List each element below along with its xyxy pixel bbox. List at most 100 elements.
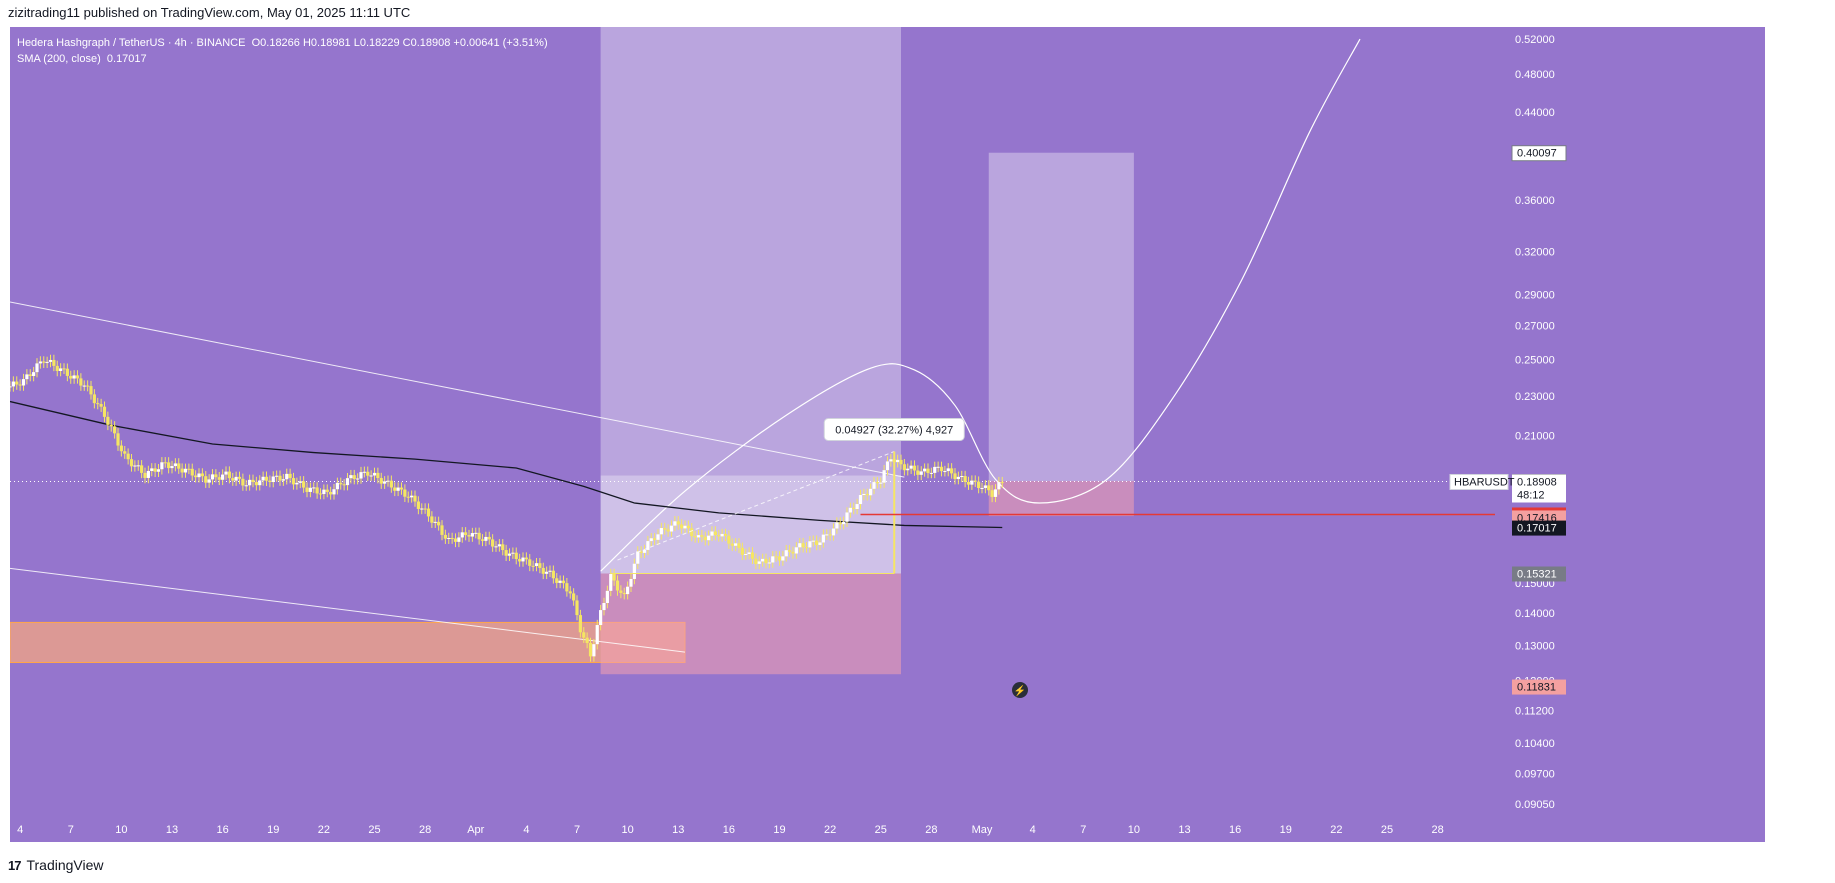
- candle-body: [504, 550, 508, 556]
- candle-body: [15, 381, 19, 385]
- candle-body: [491, 539, 495, 547]
- lightning-icon[interactable]: [1012, 682, 1028, 698]
- candle-body: [237, 476, 242, 479]
- time-axis-tick: 10: [1128, 824, 1140, 836]
- candle-body: [197, 473, 201, 478]
- candle-body: [413, 495, 417, 502]
- candle-body: [423, 508, 427, 510]
- candle-body: [595, 625, 599, 645]
- candle-body: [953, 473, 957, 480]
- time-axis-tick: 16: [217, 824, 229, 836]
- candle-body: [288, 473, 292, 479]
- candle-body: [588, 643, 593, 657]
- candle-body: [966, 482, 971, 485]
- candle-body: [572, 593, 576, 601]
- candle-body: [987, 485, 991, 491]
- candle-body: [437, 521, 441, 526]
- sma-200-line: [10, 400, 1003, 529]
- time-axis-tick: 25: [1381, 824, 1393, 836]
- candle-body: [21, 379, 26, 386]
- candle-body: [983, 485, 987, 488]
- candle-body: [507, 553, 512, 556]
- candle-body: [497, 544, 501, 547]
- candle-body: [707, 535, 711, 541]
- candle-body: [676, 521, 680, 525]
- price-tag-box: [1512, 474, 1566, 503]
- candle-body: [926, 468, 930, 473]
- candle-body: [315, 487, 319, 494]
- candle-body: [264, 476, 269, 481]
- candle-body: [224, 471, 228, 475]
- candle-body: [244, 485, 248, 487]
- candle-body: [126, 453, 130, 460]
- candle-body: [848, 507, 852, 513]
- candle-body: [642, 549, 647, 553]
- candle-body: [585, 637, 589, 644]
- candle-body: [626, 586, 630, 595]
- candle-body: [885, 461, 890, 471]
- candle-body: [561, 580, 566, 584]
- candle-body: [42, 361, 46, 363]
- price-chart[interactable]: 0.04927 (32.27%) 4,927 0.52000 0.48000 0.44…: [10, 27, 1765, 842]
- candle-body: [879, 482, 883, 484]
- time-axis-tick: 13: [1178, 824, 1190, 836]
- candle-body: [997, 482, 1001, 490]
- candle-body: [200, 473, 204, 477]
- candle-body: [123, 451, 127, 454]
- candle-body: [791, 551, 795, 554]
- candle-body: [69, 375, 73, 379]
- chart-legend: Hedera Hashgraph / TetherUS · 4h · BINAN…: [17, 35, 548, 67]
- candle-body: [865, 493, 869, 496]
- price-axis-tick: 0.23000: [1515, 391, 1555, 403]
- legend-symbol: Hedera Hashgraph / TetherUS · 4h · BINAN…: [17, 37, 246, 49]
- candle-body: [703, 536, 707, 541]
- candle-body: [113, 426, 117, 434]
- candle-body: [771, 556, 775, 563]
- candle-body: [831, 528, 836, 536]
- candle-body: [734, 543, 738, 546]
- candle-body: [912, 465, 917, 471]
- chart-frame[interactable]: 0.04927 (32.27%) 4,927 0.52000 0.48000 0.44…: [10, 27, 1765, 842]
- zone-target-next: [988, 152, 1134, 482]
- time-axis-tick: 19: [267, 824, 279, 836]
- candle-body: [1000, 482, 1004, 484]
- candle-body: [167, 462, 171, 469]
- candle-body: [285, 473, 289, 480]
- candle-body: [902, 464, 906, 471]
- time-axis-tick: 13: [672, 824, 684, 836]
- candle-body: [551, 570, 555, 579]
- candle-body: [430, 516, 434, 523]
- price-axis-tick: 0.32000: [1515, 246, 1555, 258]
- candle-body: [261, 476, 265, 481]
- candle-body: [929, 472, 933, 474]
- time-axis-tick: 22: [318, 824, 330, 836]
- candle-body: [828, 534, 832, 536]
- price-axis-tick: 0.36000: [1515, 195, 1555, 207]
- candle-body: [308, 487, 312, 492]
- price-tag-box: [1512, 566, 1566, 582]
- candle-body: [325, 489, 329, 492]
- candle-body: [933, 466, 937, 473]
- candle-body: [146, 470, 150, 478]
- candle-body: [204, 476, 208, 483]
- price-tag-countdown: 48:12: [1517, 489, 1545, 501]
- candle-body: [794, 547, 798, 554]
- price-tag-label: 0.40097: [1517, 148, 1557, 160]
- price-tag-label: 0.15321: [1517, 568, 1557, 580]
- candle-body: [136, 465, 140, 467]
- candle-body: [622, 592, 626, 595]
- candle-body: [45, 361, 49, 363]
- candle-body: [528, 559, 532, 566]
- candle-body: [248, 479, 252, 486]
- candle-body: [143, 472, 147, 478]
- candle-body: [156, 469, 161, 472]
- candle-body: [781, 556, 785, 561]
- candle-body: [615, 580, 620, 591]
- price-axis-tick: 0.13000: [1515, 640, 1555, 652]
- candle-body: [443, 534, 447, 539]
- time-axis-tick: 28: [1432, 824, 1444, 836]
- candle-body: [251, 479, 255, 483]
- candle-body: [761, 558, 765, 562]
- candle-body: [35, 363, 39, 373]
- candle-body: [379, 478, 383, 484]
